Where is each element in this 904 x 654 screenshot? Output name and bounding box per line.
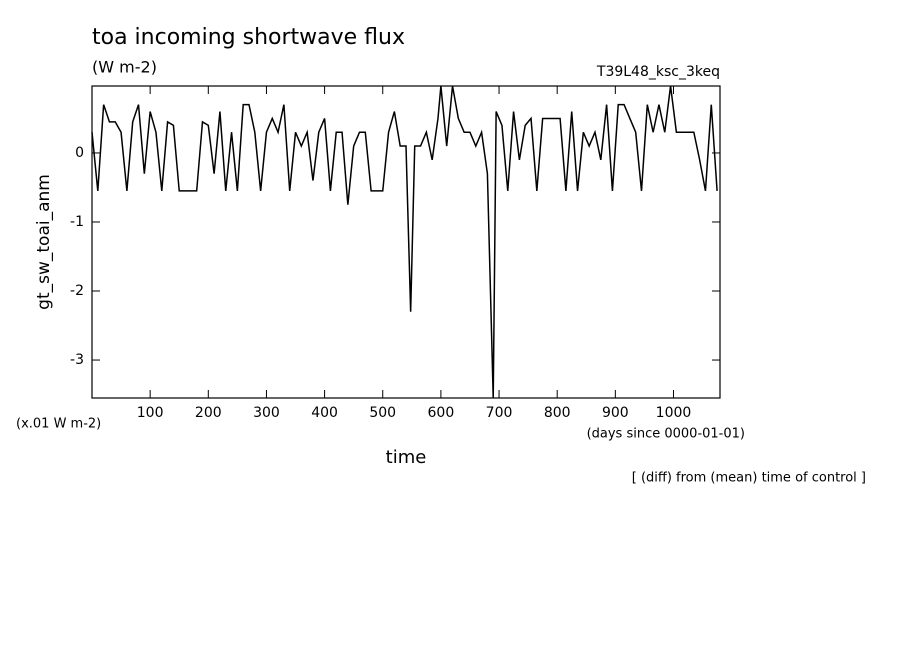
x-tick-label: 100	[137, 405, 164, 421]
x-tick-label: 300	[253, 405, 280, 421]
y-tick-label: -2	[70, 283, 84, 299]
x-tick-label: 900	[602, 405, 629, 421]
x-tick-label: 1000	[656, 405, 692, 421]
x-tick-label: 800	[544, 405, 571, 421]
y-unit: (x.01 W m-2)	[16, 417, 101, 432]
x-tick-label: 600	[428, 405, 455, 421]
data-line	[91, 85, 718, 399]
x-tick-label: 400	[311, 405, 338, 421]
x-tick-label: 700	[486, 405, 513, 421]
subtitle: (W m-2)	[92, 58, 157, 77]
x-tick-label: 200	[195, 405, 222, 421]
y-tick-label: 0	[75, 145, 84, 161]
y-tick-label: -3	[70, 352, 84, 368]
x-tick-label: 500	[369, 405, 396, 421]
x-unit: (days since 0000-01-01)	[587, 427, 745, 442]
y-axis-label: gt_sw_toai_anm	[34, 174, 54, 310]
x-axis-label: time	[386, 447, 427, 468]
plot-frame	[91, 85, 721, 399]
run-label: T39L48_ksc_3keq	[596, 64, 720, 80]
chart-title: toa incoming shortwave flux	[92, 25, 405, 50]
y-tick-label: -1	[70, 214, 84, 230]
note: [ (diff) from (mean) time of control ]	[632, 471, 866, 486]
